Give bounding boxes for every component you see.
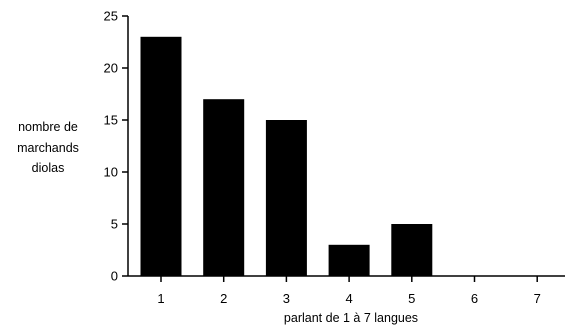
y-tick-label: 20 (104, 61, 118, 76)
bar-5 (391, 224, 433, 276)
y-tick-label: 10 (104, 165, 118, 180)
x-tick-label: 1 (157, 291, 164, 306)
bar-3 (265, 120, 307, 276)
y-axis-label-line-3: diolas (32, 161, 65, 175)
y-tick-label: 25 (104, 9, 118, 24)
y-axis-label-line-1: nombre de (18, 120, 78, 134)
y-tick-label: 5 (111, 217, 118, 232)
x-tick-label: 2 (220, 291, 227, 306)
bar-2 (203, 99, 245, 276)
x-tick-label: 7 (534, 291, 541, 306)
y-axis: 0 5 10 15 20 25 (104, 9, 129, 284)
x-tick-label: 4 (345, 291, 352, 306)
y-axis-label-line-2: marchands (17, 141, 79, 155)
x-tick-label: 5 (408, 291, 415, 306)
bar-4 (328, 244, 370, 276)
y-tick-label: 15 (104, 113, 118, 128)
x-tick-label: 3 (283, 291, 290, 306)
bar-1 (140, 36, 182, 276)
bars (140, 36, 433, 276)
x-axis: 1 2 3 4 5 6 7 (128, 275, 565, 306)
x-tick-label: 6 (471, 291, 478, 306)
x-axis-label: parlant de 1 à 7 langues (284, 311, 418, 325)
y-axis-label: nombre de marchands diolas (17, 120, 79, 175)
y-tick-label: 0 (111, 269, 118, 284)
